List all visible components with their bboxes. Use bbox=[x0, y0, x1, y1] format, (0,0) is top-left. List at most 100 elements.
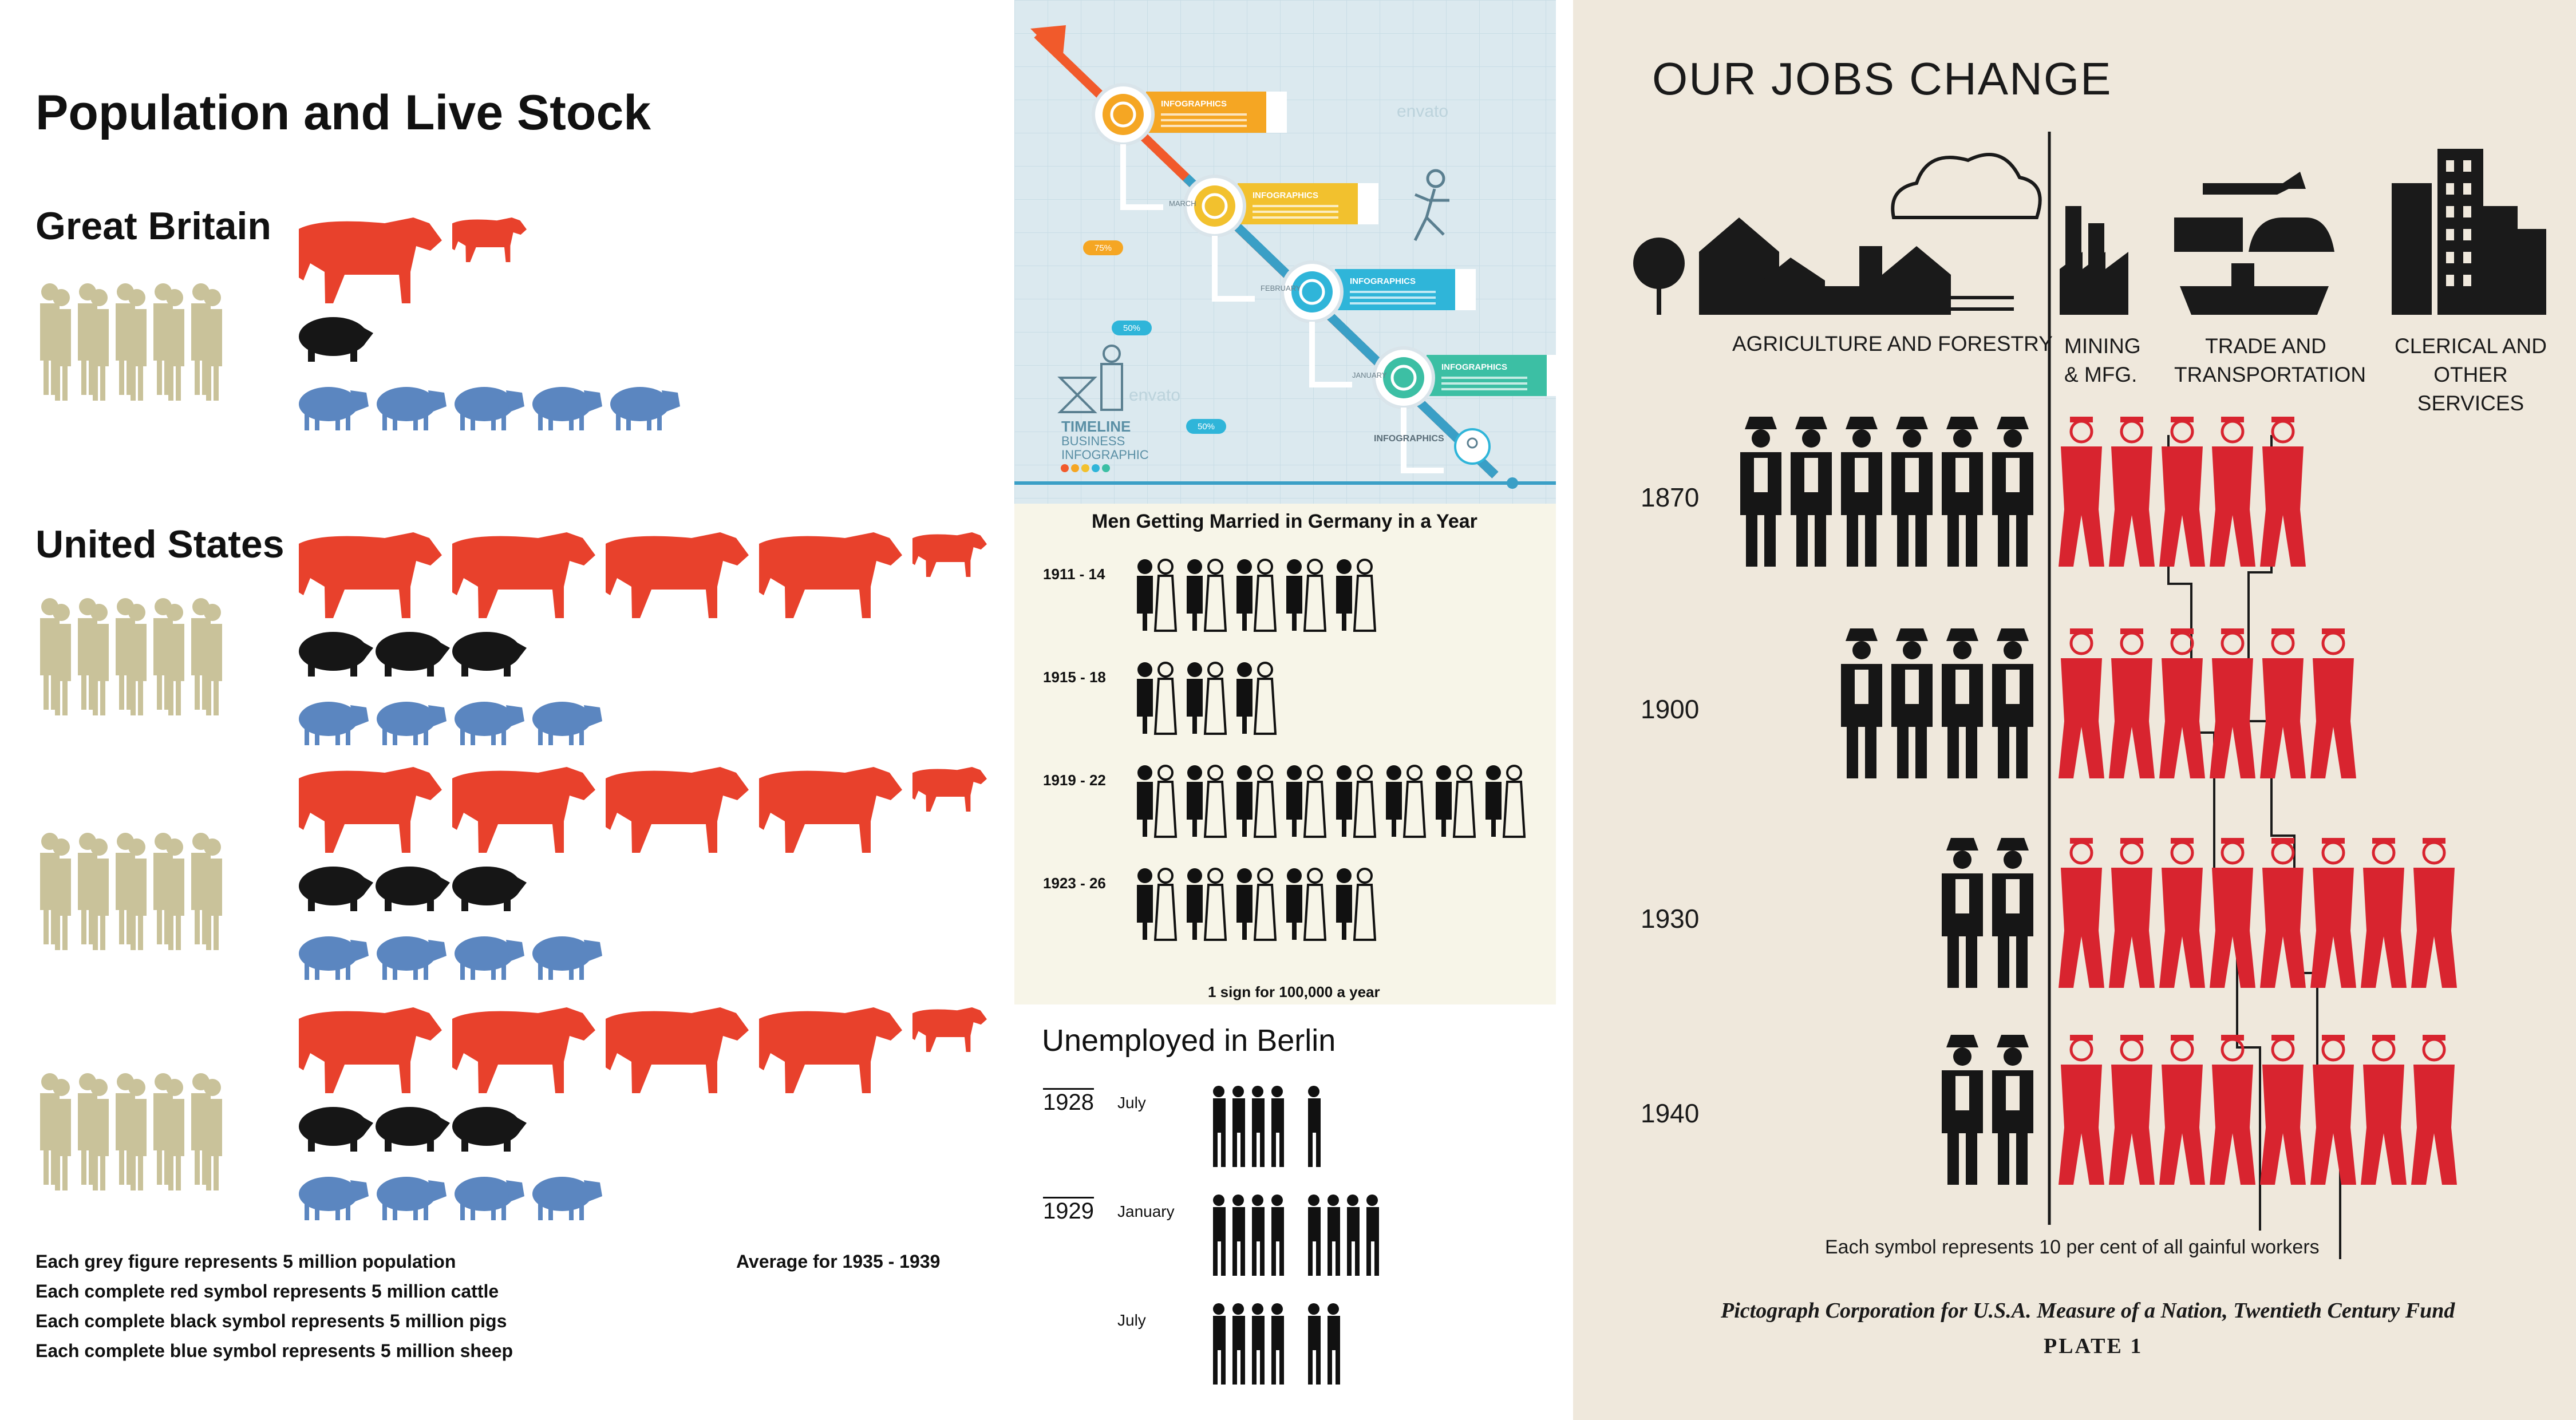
step-label: INFOGRAPHICS bbox=[1253, 191, 1318, 200]
step-label: INFOGRAPHICS bbox=[1161, 99, 1227, 109]
factory-icon bbox=[2060, 206, 2128, 315]
worker-icon bbox=[2109, 417, 2155, 567]
farmer-icon bbox=[1791, 417, 1832, 567]
worker-icon bbox=[2109, 838, 2155, 988]
legend-pigs: Each complete black symbol represents 5 … bbox=[35, 1311, 507, 1331]
year-1870: 1870 bbox=[1641, 482, 1700, 512]
month-label: MARCH bbox=[1169, 199, 1196, 208]
cloud-icon bbox=[1891, 153, 2042, 219]
timeline-infographic: INFOGRAPHICS INFOGRAPHICS INFOGRAPHICS INFO… bbox=[1014, 0, 1556, 504]
jobs-row-1870 bbox=[1740, 417, 2306, 567]
brand-line-1: TIMELINE bbox=[1061, 418, 1131, 435]
cat-mining: MINING & MFG. bbox=[2064, 334, 2141, 386]
berlin-row-2 bbox=[1213, 1303, 1340, 1385]
worker-icon bbox=[2310, 628, 2356, 778]
farmer-icon bbox=[1891, 628, 1933, 778]
germany-row-2 bbox=[1137, 765, 1526, 838]
jobs-svg bbox=[1633, 132, 2546, 1259]
unemployed-man-icon bbox=[1271, 1194, 1284, 1276]
worker-icon bbox=[2059, 1035, 2104, 1185]
unemployed-man-icon bbox=[1308, 1194, 1321, 1276]
watermark-2: envato bbox=[1129, 386, 1181, 405]
germany-panel: Men Getting Married in Germany in a Year… bbox=[1014, 504, 1556, 1004]
footer-infographics-label: INFOGRAPHICS bbox=[1374, 434, 1444, 444]
germany-title: Men Getting Married in Germany in a Year bbox=[1092, 511, 1477, 532]
germany-row-1 bbox=[1137, 662, 1277, 735]
worker-icon bbox=[2411, 1035, 2457, 1185]
people-group bbox=[40, 283, 222, 401]
unemployed-man-icon bbox=[1232, 1194, 1245, 1276]
berlin-row-1 bbox=[1213, 1194, 1379, 1276]
couple-icon bbox=[1436, 765, 1476, 838]
worker-icon bbox=[2310, 838, 2356, 988]
cattle-group bbox=[299, 532, 987, 618]
berlin-month: July bbox=[1117, 1311, 1146, 1329]
year-1940: 1940 bbox=[1641, 1098, 1700, 1128]
farmer-icon bbox=[1992, 1035, 2033, 1185]
unemployed-man-icon bbox=[1308, 1303, 1321, 1385]
couple-icon bbox=[1386, 765, 1427, 838]
farmer-icon bbox=[1891, 417, 1933, 567]
step-label: INFOGRAPHICS bbox=[1441, 362, 1507, 372]
couple-icon bbox=[1236, 559, 1277, 632]
jobs-row-1930 bbox=[1942, 838, 2457, 988]
pigs-group bbox=[299, 632, 527, 677]
legend-sheep: Each complete blue symbol represents 5 m… bbox=[35, 1340, 513, 1361]
sheep-group bbox=[299, 1177, 602, 1220]
germany-row-3 bbox=[1137, 868, 1377, 941]
farmer-icon bbox=[1942, 417, 1983, 567]
businessman-icon bbox=[1057, 345, 1123, 413]
legend-cattle: Each complete red symbol represents 5 mi… bbox=[35, 1281, 499, 1302]
worker-icon bbox=[2109, 628, 2155, 778]
farmer-icon bbox=[1942, 628, 1983, 778]
couple-icon bbox=[1336, 868, 1377, 941]
couple-icon bbox=[1137, 765, 1178, 838]
unemployed-man-icon bbox=[1327, 1194, 1340, 1276]
berlin-title: Unemployed in Berlin bbox=[1042, 1023, 1336, 1058]
people-group bbox=[40, 833, 222, 950]
legend-people: Each grey figure represents 5 million po… bbox=[35, 1251, 456, 1272]
brand-line-2: BUSINESS bbox=[1061, 434, 1125, 448]
arrow-head-icon bbox=[1030, 25, 1066, 61]
runner-icon bbox=[1413, 169, 1449, 242]
watermark-1: envato bbox=[1397, 102, 1449, 121]
unemployed-man-icon bbox=[1327, 1303, 1340, 1385]
timeline-step-1: INFOGRAPHICS bbox=[1092, 83, 1287, 210]
farmer-icon bbox=[1992, 628, 2033, 778]
timeline-step-4: INFOGRAPHICS bbox=[1372, 346, 1556, 473]
livestock-row-1-1 bbox=[40, 767, 987, 980]
farmer-icon bbox=[1740, 417, 1781, 567]
year-1900: 1900 bbox=[1641, 694, 1700, 724]
unemployed-man-icon bbox=[1232, 1303, 1245, 1385]
berlin-month: January bbox=[1117, 1203, 1175, 1220]
boundary-mining-trade bbox=[2167, 435, 2261, 1231]
pigs-group bbox=[299, 867, 527, 911]
svg-text:75%: 75% bbox=[1095, 243, 1112, 253]
unemployed-man-icon bbox=[1213, 1086, 1226, 1167]
jobs-credit: Pictograph Corporation for U.S.A. Measur… bbox=[1721, 1299, 2455, 1323]
timeline-step-2: INFOGRAPHICS bbox=[1183, 175, 1378, 302]
couple-icon bbox=[1187, 662, 1227, 735]
couple-icon bbox=[1286, 559, 1327, 632]
couple-icon bbox=[1236, 662, 1277, 735]
step-label: INFOGRAPHICS bbox=[1350, 276, 1416, 286]
pigs-group bbox=[299, 317, 373, 362]
worker-icon bbox=[2059, 628, 2104, 778]
livestock-panel: Population and Live Stock Great Britain … bbox=[0, 0, 1008, 1420]
berlin-year: 1929 bbox=[1043, 1197, 1094, 1224]
unemployed-man-icon bbox=[1252, 1194, 1265, 1276]
berlin-year: 1928 bbox=[1043, 1088, 1094, 1116]
worker-icon bbox=[2310, 1035, 2356, 1185]
unemployed-man-icon bbox=[1271, 1303, 1284, 1385]
livestock-rows bbox=[0, 0, 1008, 1420]
unemployed-man-icon bbox=[1213, 1303, 1226, 1385]
couple-icon bbox=[1286, 765, 1327, 838]
farm-icon bbox=[1633, 217, 2014, 315]
farmer-icon bbox=[1841, 417, 1882, 567]
jobs-panel: OUR JOBS CHANGE AGRICULTURE AND FORESTRY… bbox=[1573, 0, 2576, 1420]
farmer-icon bbox=[1942, 838, 1983, 988]
worker-icon bbox=[2159, 1035, 2205, 1185]
sheep-group bbox=[299, 702, 602, 745]
jobs-row-1900 bbox=[1841, 628, 2356, 778]
couple-icon bbox=[1187, 765, 1227, 838]
